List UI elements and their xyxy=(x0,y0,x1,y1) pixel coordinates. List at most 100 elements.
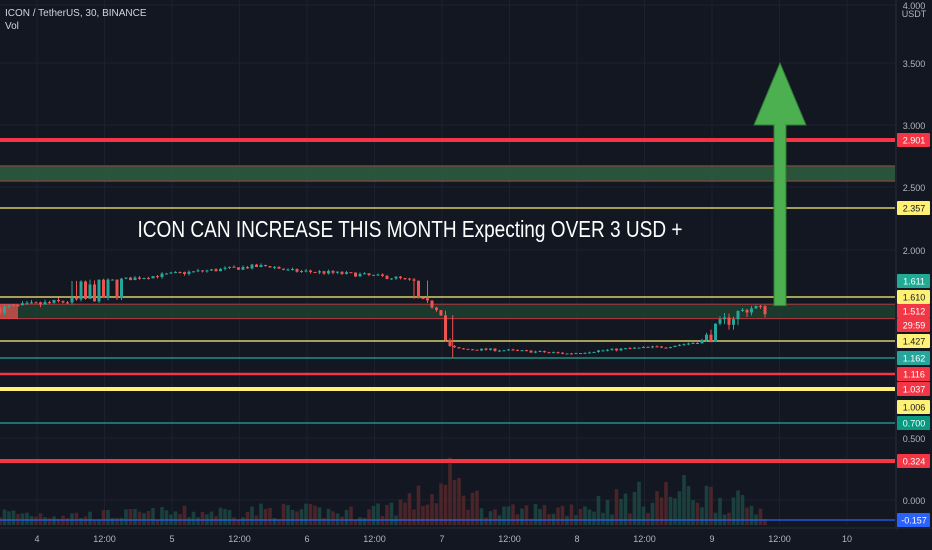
time-tick-label: 12:00 xyxy=(498,534,521,544)
level-price-label[interactable]: 1.610 xyxy=(903,293,926,303)
volume-bar xyxy=(0,517,2,525)
volume-bar xyxy=(317,507,322,525)
candle-body xyxy=(277,266,281,269)
price-axis[interactable]: 4.000 3.500 3.000 2.500 2.000 0.500 0.000 USDT 2… xyxy=(895,0,932,550)
time-axis[interactable]: 4 12:00 5 12:00 6 12:00 7 12:00 8 12:00 9 12:00 10 xyxy=(0,527,932,550)
level-price-label-bg[interactable] xyxy=(897,454,930,468)
level-price-label[interactable]: 1.037 xyxy=(903,385,926,395)
candle-body xyxy=(498,350,501,352)
level-price-label[interactable]: 0.700 xyxy=(903,419,926,429)
current-price-label[interactable]: 1.512 xyxy=(903,307,926,317)
volume-bar xyxy=(641,506,646,525)
volume-bar xyxy=(709,486,713,525)
candle-body xyxy=(57,299,60,302)
volume-bar xyxy=(569,504,574,525)
level-price-label-bg[interactable] xyxy=(897,513,930,527)
volume-bar xyxy=(353,519,358,525)
volume-bar xyxy=(542,505,547,525)
annotation-text[interactable]: ICON CAN INCREASE THIS MONTH Expecting O… xyxy=(138,216,683,242)
volume-bar xyxy=(628,513,632,525)
level-price-label-bg[interactable] xyxy=(897,334,930,348)
candle-body xyxy=(511,349,515,351)
candle-body xyxy=(178,272,182,274)
volume-bar xyxy=(200,512,205,525)
candle-body xyxy=(727,317,731,325)
candle-body xyxy=(156,276,159,278)
volume-bar xyxy=(538,508,542,525)
candle-body xyxy=(61,301,65,303)
volume-bar xyxy=(295,511,299,525)
level-price-label-bg[interactable] xyxy=(897,367,930,381)
volume-bar xyxy=(457,477,461,525)
candle-body xyxy=(3,306,6,313)
level-price-label[interactable]: 2.357 xyxy=(903,204,926,214)
up-arrow[interactable] xyxy=(753,61,807,307)
candle-body xyxy=(619,348,623,351)
volume-bar xyxy=(236,519,241,525)
candle-body xyxy=(133,277,137,281)
level-price-label[interactable]: 2.901 xyxy=(903,136,926,146)
level-price-label-bg[interactable] xyxy=(897,351,930,365)
volume-bar xyxy=(7,511,11,525)
candle-body xyxy=(295,268,299,272)
price-tick-label: 3.500 xyxy=(903,59,926,69)
level-price-label[interactable]: 1.006 xyxy=(903,403,926,413)
candle-body xyxy=(12,304,15,306)
candle-body xyxy=(628,348,632,350)
volume-bar xyxy=(695,502,700,525)
candle-body xyxy=(381,274,384,276)
level-price-label-bg[interactable] xyxy=(897,416,930,430)
volume-bar xyxy=(65,518,70,525)
candle-body xyxy=(16,304,20,306)
volume-bar xyxy=(259,503,263,525)
level-price-label-bg[interactable] xyxy=(897,201,930,215)
level-price-label[interactable]: 1.427 xyxy=(903,337,926,347)
candle-body xyxy=(732,319,735,325)
volume-bar xyxy=(448,457,452,525)
volume-bar xyxy=(673,498,677,525)
symbol-title[interactable]: ICON / TetherUS, 30, BINANCE xyxy=(5,8,147,19)
volume-bar xyxy=(308,504,313,525)
current-price-label-bg[interactable] xyxy=(897,274,930,288)
candle-body xyxy=(412,279,416,281)
candle-body xyxy=(282,268,285,270)
candle-body xyxy=(565,353,569,355)
volume-bar xyxy=(367,509,371,525)
volume-bar xyxy=(412,509,416,525)
current-price-label-bg[interactable] xyxy=(897,304,930,318)
volume-bar xyxy=(83,516,88,525)
volume-indicator-label[interactable]: Vol xyxy=(5,21,19,32)
candle-body xyxy=(0,308,2,313)
candle-body xyxy=(714,323,717,342)
level-price-label-bg[interactable] xyxy=(897,382,930,396)
candle-body xyxy=(390,278,393,280)
candle-body xyxy=(25,302,29,304)
candle-body xyxy=(417,280,420,299)
volume-bar xyxy=(304,503,308,525)
level-price-label[interactable]: 0.324 xyxy=(903,457,926,467)
volume-bar xyxy=(286,505,290,525)
volume-bar xyxy=(389,502,394,525)
level-price-label[interactable]: -0.157 xyxy=(901,516,927,526)
candle-body xyxy=(354,272,357,277)
arrow-drawing[interactable] xyxy=(753,61,807,307)
candle-body xyxy=(741,309,744,311)
level-price-label-bg[interactable] xyxy=(897,400,930,414)
candle-body xyxy=(79,281,83,300)
level-price-label-bg[interactable] xyxy=(897,290,930,304)
candle-body xyxy=(588,352,591,354)
candle-body xyxy=(534,351,537,353)
current-price-label[interactable]: 1.611 xyxy=(903,277,925,287)
volume-bar xyxy=(223,508,227,525)
volume-bar xyxy=(434,503,439,525)
candle-body xyxy=(745,309,749,313)
level-price-label[interactable]: 1.162 xyxy=(903,354,926,364)
candle-body xyxy=(48,302,51,304)
volume-bar xyxy=(250,506,254,525)
level-price-label[interactable]: 1.116 xyxy=(903,370,925,380)
candle-body xyxy=(142,278,146,280)
level-price-label-bg[interactable] xyxy=(897,133,930,147)
volume-bar xyxy=(727,512,731,525)
annotation-label[interactable]: ICON CAN INCREASE THIS MONTH Expecting O… xyxy=(138,216,683,242)
